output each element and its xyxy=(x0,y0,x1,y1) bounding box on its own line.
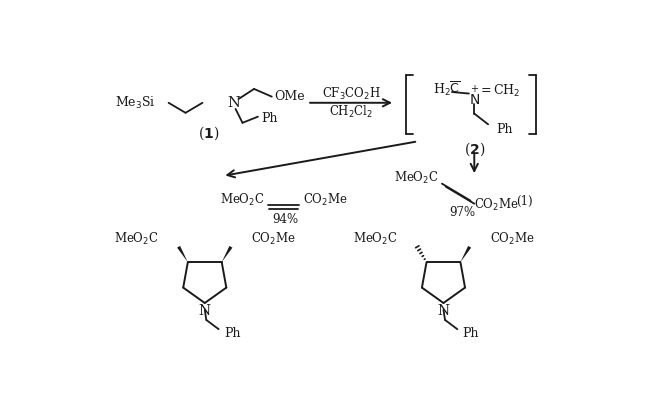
Text: Ph: Ph xyxy=(261,112,277,125)
Text: MeO$_2$C: MeO$_2$C xyxy=(352,231,397,247)
Text: 97%: 97% xyxy=(450,206,476,219)
Text: CO$_2$Me: CO$_2$Me xyxy=(251,231,295,247)
Text: $=$CH$_2$: $=$CH$_2$ xyxy=(478,83,521,99)
Text: MeO$_2$C: MeO$_2$C xyxy=(393,170,438,186)
Text: ($\mathbf{1}$): ($\mathbf{1}$) xyxy=(198,125,219,142)
Text: CH$_2$Cl$_2$: CH$_2$Cl$_2$ xyxy=(329,104,373,120)
Text: CF$_3$CO$_2$H: CF$_3$CO$_2$H xyxy=(322,85,381,101)
Text: CO$_2$Me: CO$_2$Me xyxy=(474,197,519,213)
Text: N: N xyxy=(199,304,211,318)
Text: MeO$_2$C: MeO$_2$C xyxy=(220,192,265,208)
Text: H$_2\overline{\rm C}$: H$_2\overline{\rm C}$ xyxy=(433,80,461,98)
Polygon shape xyxy=(222,246,232,262)
Text: Ph: Ph xyxy=(224,327,241,340)
Text: OMe: OMe xyxy=(274,90,305,103)
Text: ($\mathbf{2}$): ($\mathbf{2}$) xyxy=(464,140,485,158)
Text: CO$_2$Me: CO$_2$Me xyxy=(490,231,535,247)
Text: N: N xyxy=(227,96,240,110)
Text: Me$_3$Si: Me$_3$Si xyxy=(115,95,155,111)
Text: MeO$_2$C: MeO$_2$C xyxy=(114,231,159,247)
Text: Ph: Ph xyxy=(496,123,513,136)
Text: (1): (1) xyxy=(516,195,533,208)
Text: $\overset{+}{\rm N}$: $\overset{+}{\rm N}$ xyxy=(469,85,480,109)
Text: Ph: Ph xyxy=(463,327,479,340)
Polygon shape xyxy=(460,246,471,262)
Polygon shape xyxy=(177,246,188,262)
Text: N: N xyxy=(438,304,450,318)
Text: 94%: 94% xyxy=(273,213,299,226)
Text: CO$_2$Me: CO$_2$Me xyxy=(303,192,347,208)
